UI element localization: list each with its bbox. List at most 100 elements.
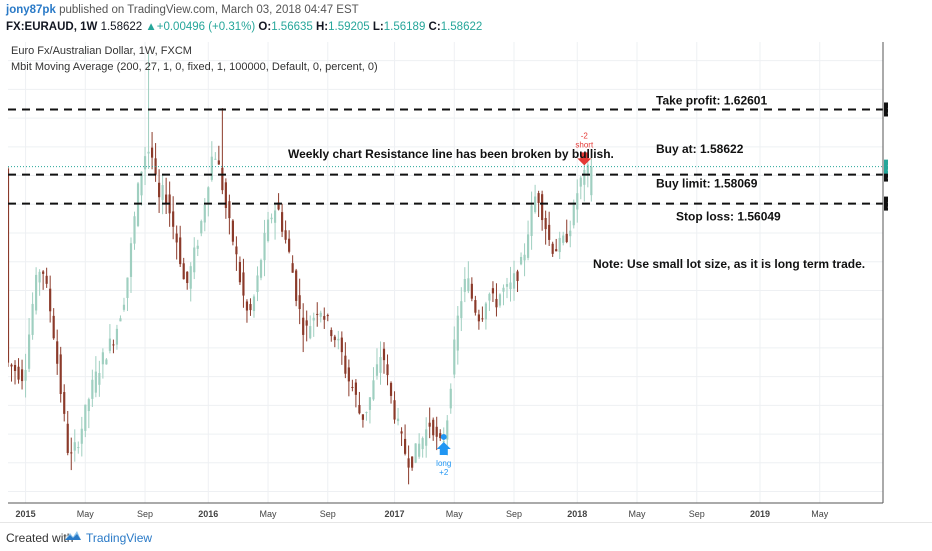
- x-tick-label: 2019: [750, 509, 770, 519]
- symbol-name[interactable]: FX:EURAUD, 1W: [6, 21, 98, 33]
- candle-body: [235, 246, 238, 255]
- candle-body: [590, 166, 593, 196]
- high-label: H:: [315, 21, 329, 33]
- candle-body: [519, 256, 523, 265]
- candle-body: [368, 397, 372, 410]
- candle-body: [375, 364, 379, 376]
- candle-body: [94, 371, 97, 393]
- stop-loss-price-label: 1.56049: [887, 200, 888, 210]
- current-price-label: 1.58622: [887, 163, 888, 173]
- x-tick-label: 2017: [385, 509, 405, 519]
- candle-body: [456, 315, 459, 351]
- up-arrow-icon: ▲: [145, 21, 157, 33]
- candle-body: [298, 295, 301, 310]
- candle-body: [361, 414, 365, 420]
- candle-body: [312, 317, 315, 321]
- candle-body: [365, 412, 368, 414]
- candle-body: [470, 283, 473, 299]
- x-tick-label: May: [446, 509, 464, 519]
- candle-body: [379, 357, 382, 373]
- candle-body: [122, 304, 126, 310]
- candle-body: [200, 221, 203, 234]
- candle-body: [80, 428, 83, 444]
- candle-body: [523, 254, 526, 261]
- candle-body: [45, 275, 48, 284]
- x-tick-label: Sep: [137, 509, 153, 519]
- candle-body: [101, 352, 104, 365]
- open-label: O:: [258, 21, 272, 33]
- candle-body: [351, 386, 354, 388]
- x-tick-label: May: [629, 509, 647, 519]
- candle-body: [56, 341, 59, 364]
- x-tick-label: 2018: [567, 509, 587, 519]
- long-arrow-icon: [436, 441, 451, 455]
- candle-body: [17, 366, 20, 380]
- candle-body: [491, 288, 495, 294]
- tradingview-brand-link[interactable]: TradingView: [86, 531, 153, 545]
- price-chart[interactable]: Take profit: 1.62601 1.62601 Buy limit: 1.…: [6, 42, 932, 522]
- candle-body: [354, 382, 357, 395]
- candle-body: [586, 164, 589, 175]
- candle-body: [572, 202, 575, 226]
- candle-body: [502, 287, 505, 292]
- candle-body: [179, 237, 182, 265]
- candle-body: [460, 301, 463, 319]
- x-tick-label: Sep: [506, 509, 522, 519]
- candle-body: [210, 156, 213, 180]
- candle-body: [396, 418, 400, 422]
- candle-body: [52, 315, 55, 339]
- candle-body: [221, 167, 224, 191]
- candle-body: [530, 205, 533, 236]
- candle-body: [505, 284, 509, 287]
- candle-body: [214, 158, 217, 160]
- candle-body: [263, 232, 266, 261]
- candle-body: [421, 438, 424, 450]
- candle-body: [347, 367, 350, 382]
- candle-body: [474, 300, 477, 313]
- short-arrow-icon: [577, 152, 592, 166]
- candle-body: [119, 318, 122, 322]
- candle-body: [393, 400, 396, 420]
- candle-body: [548, 224, 551, 240]
- candle-body: [238, 261, 242, 283]
- candle-body: [186, 271, 189, 284]
- long-signal-count: +2: [439, 468, 449, 477]
- candle-body: [389, 382, 393, 396]
- short-signal-label: short: [575, 140, 594, 149]
- candle-body: [386, 364, 389, 376]
- plot-background: [8, 42, 883, 503]
- candle-body: [453, 339, 456, 375]
- candle-body: [330, 329, 333, 337]
- candle-body: [161, 185, 164, 200]
- x-tick-label: May: [260, 509, 278, 519]
- candle-body: [63, 392, 66, 414]
- chart-area[interactable]: Take profit: 1.62601 1.62601 Buy limit: 1.…: [6, 42, 932, 522]
- candle-body: [73, 442, 76, 451]
- candle-body: [449, 388, 452, 409]
- short-signal-count: -2: [581, 131, 589, 140]
- candle-body: [403, 438, 407, 454]
- candle-body: [91, 379, 94, 399]
- long-signal-label: long: [436, 459, 451, 468]
- candle-body: [87, 399, 90, 412]
- candle-body: [411, 456, 414, 468]
- long-signal-dot: [440, 433, 447, 440]
- candle-body: [509, 282, 512, 290]
- candle-body: [541, 194, 544, 221]
- resistance-note: Weekly chart Resistance line has been br…: [288, 147, 614, 161]
- candle-body: [425, 429, 428, 446]
- candle-body: [562, 235, 565, 243]
- low-label: L:: [372, 21, 384, 33]
- candle-body: [252, 296, 256, 312]
- candle-body: [189, 266, 192, 289]
- candle-body: [333, 336, 336, 341]
- author-link[interactable]: jony87pk: [6, 4, 56, 16]
- candle-body: [446, 420, 449, 440]
- candle-body: [284, 230, 287, 240]
- high-value: 1.59205: [328, 21, 370, 33]
- x-tick-label: 2015: [16, 509, 36, 519]
- candle-body: [337, 338, 340, 341]
- price-change: +0.00496 (+0.31%): [156, 21, 256, 33]
- candle-body: [59, 354, 62, 394]
- created-with-text: Created with: [6, 531, 74, 545]
